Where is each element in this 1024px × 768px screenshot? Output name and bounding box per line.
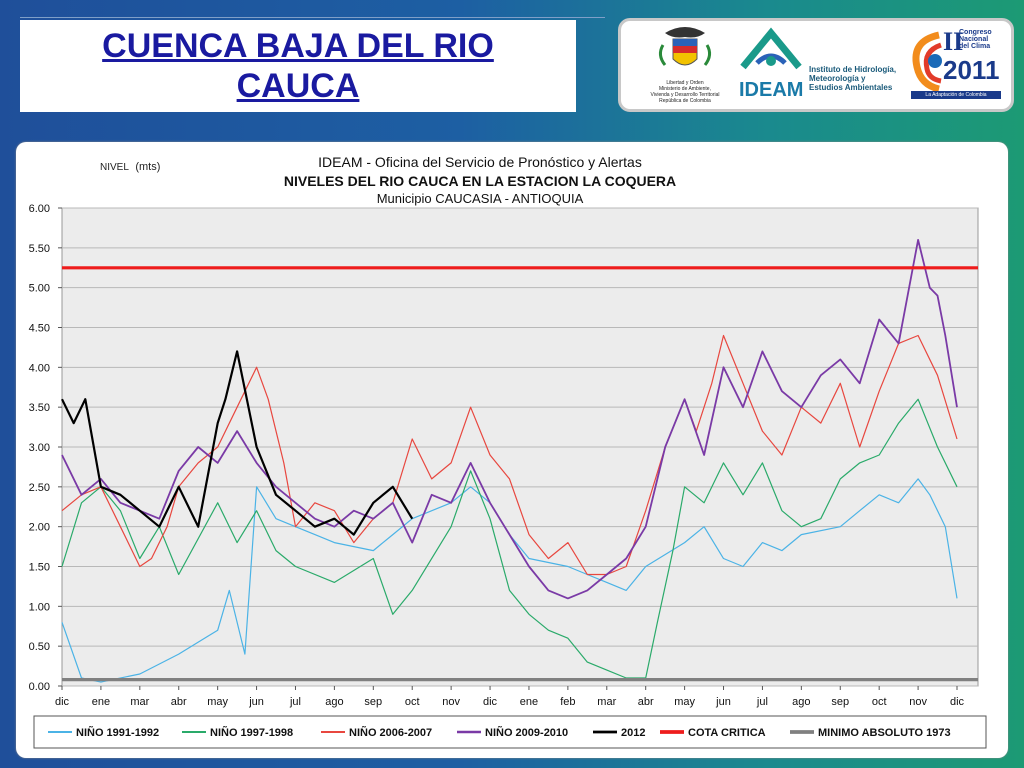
title-box: CUENCA BAJA DEL RIO CAUCA bbox=[20, 20, 576, 112]
legend-label: NIÑO 2006-2007 bbox=[349, 726, 432, 739]
legend-label: COTA CRITICA bbox=[688, 727, 766, 739]
x-tick-label: mar bbox=[597, 696, 616, 708]
ministry-caption: Libertad y Orden Ministerio de Ambiente,… bbox=[645, 80, 725, 104]
x-tick-label: jun bbox=[248, 696, 264, 708]
ideam-logo-icon bbox=[740, 27, 802, 70]
x-tick-label: dic bbox=[950, 696, 965, 708]
y-tick-label: 1.50 bbox=[29, 562, 50, 574]
x-axis-ticks: dic ene mar abr may jun jul ago sep oct nov dic ene f… bbox=[55, 686, 965, 708]
congreso-text-line: Nacional bbox=[959, 36, 989, 43]
x-tick-label: sep bbox=[831, 696, 849, 708]
series-line-2 bbox=[61, 334, 958, 576]
ministry-caption-line: Vivienda y Desarrollo Territorial bbox=[650, 92, 720, 98]
ideam-name: IDEAM bbox=[739, 79, 804, 101]
chart-title-line-2: NIVELES DEL RIO CAUCA EN LA ESTACION LA … bbox=[284, 173, 676, 189]
y-axis-label: NIVEL (mts) bbox=[100, 161, 160, 173]
ministry-caption-line: Ministerio de Ambiente, bbox=[659, 86, 711, 92]
y-axis-ticks: 6.00 5.50 5.00 4.50 4.00 3.50 3.00 2.50 2.00 1.50… bbox=[29, 203, 62, 693]
x-tick-label: ago bbox=[325, 696, 343, 708]
legend-label: 2012 bbox=[621, 727, 645, 739]
ministry-logo: Libertad y Orden Ministerio de Ambiente,… bbox=[645, 25, 725, 104]
congreso-numeral: II bbox=[943, 27, 964, 56]
ideam-description: Instituto de Hidrología, Meteorología y … bbox=[809, 65, 896, 92]
x-tick-label: jul bbox=[756, 696, 768, 708]
ideam-description-line: Instituto de Hidrología, bbox=[809, 65, 897, 74]
series-line-1 bbox=[61, 398, 958, 679]
x-tick-label: nov bbox=[909, 696, 927, 708]
slide-title: CUENCA BAJA DEL RIO CAUCA bbox=[102, 27, 494, 105]
y-tick-label: 3.00 bbox=[29, 442, 50, 454]
x-tick-label: ene bbox=[520, 696, 538, 708]
series-lines bbox=[61, 238, 978, 683]
congreso-clima-logo-icon bbox=[912, 31, 942, 93]
y-tick-label: 2.50 bbox=[29, 482, 50, 494]
title-underline-rule bbox=[20, 17, 605, 18]
x-tick-label: dic bbox=[55, 696, 70, 708]
x-tick-label: mar bbox=[130, 696, 149, 708]
y-tick-label: 4.00 bbox=[29, 362, 50, 374]
y-tick-label: 0.50 bbox=[29, 641, 50, 653]
colombia-coat-of-arms-icon bbox=[658, 27, 712, 66]
x-tick-label: sep bbox=[364, 696, 382, 708]
x-tick-label: oct bbox=[872, 696, 887, 708]
legend-label: NIÑO 2009-2010 bbox=[485, 726, 568, 739]
y-tick-label: 5.00 bbox=[29, 283, 50, 295]
x-tick-label: may bbox=[207, 696, 228, 708]
x-tick-label: oct bbox=[405, 696, 420, 708]
ideam-description-line: Meteorología y bbox=[809, 74, 866, 83]
y-tick-label: 5.50 bbox=[29, 243, 50, 255]
x-tick-label: abr bbox=[638, 696, 654, 708]
legend-label: NIÑO 1997-1998 bbox=[210, 726, 293, 739]
y-tick-label: 1.00 bbox=[29, 601, 50, 613]
x-tick-label: jul bbox=[289, 696, 301, 708]
x-tick-label: dic bbox=[483, 696, 498, 708]
x-tick-label: abr bbox=[171, 696, 187, 708]
legend-label: MINIMO ABSOLUTO 1973 bbox=[818, 727, 951, 739]
x-tick-label: jun bbox=[715, 696, 731, 708]
x-tick-label: nov bbox=[442, 696, 460, 708]
x-tick-label: feb bbox=[560, 696, 575, 708]
congreso-text-line: del Clima bbox=[959, 43, 991, 50]
ideam-description-line: Estudios Ambientales bbox=[809, 83, 893, 92]
legend-label: NIÑO 1991-1992 bbox=[76, 726, 159, 739]
x-tick-label: ago bbox=[792, 696, 810, 708]
series-line-4 bbox=[61, 350, 414, 536]
y-tick-label: 6.00 bbox=[29, 203, 50, 215]
y-tick-label: 4.50 bbox=[29, 323, 50, 335]
congreso-tagline: La Adaptación de Colombia bbox=[911, 91, 1001, 99]
y-axis-label-unit: (mts) bbox=[135, 161, 160, 173]
y-tick-label: 0.00 bbox=[29, 681, 50, 693]
logo-panel: Libertad y Orden Ministerio de Ambiente,… bbox=[618, 18, 1014, 112]
congreso-text-line: Congreso bbox=[959, 29, 992, 36]
x-tick-label: may bbox=[674, 696, 695, 708]
ministry-caption-line: Libertad y Orden bbox=[666, 80, 704, 86]
legend: NIÑO 1991-1992 NIÑO 1997-1998 NIÑO 2006-20… bbox=[48, 726, 951, 739]
ideam-logo: IDEAM Instituto de Hidrología, Meteorolo… bbox=[739, 27, 909, 103]
ministry-caption-line: República de Colombia bbox=[659, 98, 711, 104]
y-tick-label: 3.50 bbox=[29, 402, 50, 414]
grid-lines bbox=[62, 207, 978, 687]
congreso-text: Congreso Nacional del Clima bbox=[959, 29, 992, 50]
congreso-logo: II Congreso Nacional del Clima 2011 La A… bbox=[909, 27, 1001, 105]
x-tick-label: ene bbox=[92, 696, 110, 708]
y-tick-label: 2.00 bbox=[29, 522, 50, 534]
chart-title-line-3: Municipio CAUCASIA - ANTIOQUIA bbox=[377, 191, 584, 206]
y-axis-label-prefix: NIVEL bbox=[100, 162, 129, 173]
congreso-year: 2011 bbox=[943, 55, 1000, 85]
series-line-3 bbox=[61, 238, 958, 600]
chart-title-line-1: IDEAM - Oficina del Servicio de Pronósti… bbox=[318, 154, 642, 170]
series-line-0 bbox=[61, 478, 958, 683]
